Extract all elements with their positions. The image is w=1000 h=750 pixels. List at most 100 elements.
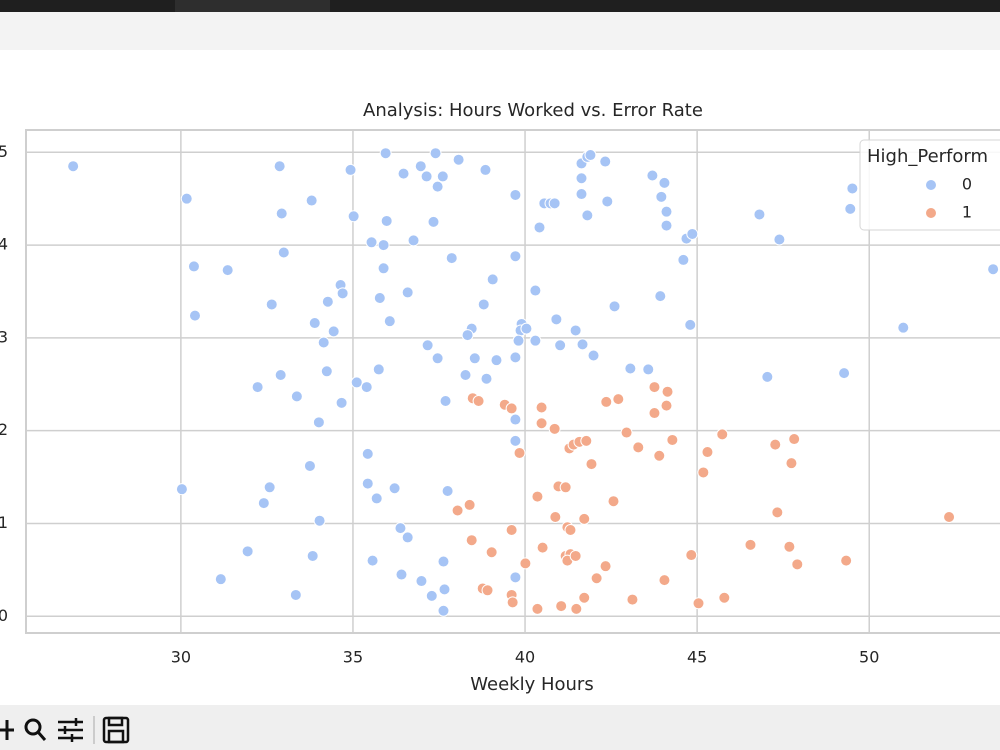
data-point: [438, 583, 451, 596]
data-point: [548, 197, 561, 210]
data-point: [373, 291, 386, 304]
data-point: [599, 155, 612, 168]
data-point: [599, 560, 612, 573]
legend-label: 0: [962, 175, 972, 194]
data-point: [505, 402, 518, 415]
data-point: [431, 180, 444, 193]
data-point: [308, 317, 321, 330]
data-point: [67, 160, 80, 173]
legend-label: 1: [962, 203, 972, 222]
data-point: [401, 531, 414, 544]
data-point: [481, 584, 494, 597]
data-point: [788, 433, 801, 446]
data-point: [273, 160, 286, 173]
data-point: [441, 485, 454, 498]
data-point: [360, 381, 373, 394]
data-point: [555, 600, 568, 613]
data-point: [257, 497, 270, 510]
data-point: [275, 207, 288, 220]
zoom-button[interactable]: [24, 718, 47, 741]
data-point: [509, 250, 522, 263]
data-point: [513, 446, 526, 459]
data-point: [251, 381, 264, 394]
data-point: [531, 490, 544, 503]
data-point: [658, 574, 671, 587]
data-point: [327, 325, 340, 338]
data-point: [716, 428, 729, 441]
data-point: [344, 163, 357, 176]
data-point: [472, 394, 485, 407]
data-point: [506, 596, 519, 609]
data-point: [533, 221, 546, 234]
y-tick-label: 0: [0, 606, 8, 625]
pan-button[interactable]: [0, 720, 14, 740]
x-tick-label: 30: [171, 648, 191, 667]
data-point: [477, 298, 490, 311]
legend-title: High_Perform: [867, 146, 988, 167]
data-point: [370, 492, 383, 505]
data-point: [584, 149, 597, 162]
data-point: [548, 422, 561, 435]
data-point: [395, 568, 408, 581]
data-point: [529, 284, 542, 297]
data-point: [646, 169, 659, 182]
data-point: [660, 399, 673, 412]
data-point: [445, 252, 458, 265]
data-point: [429, 147, 442, 160]
configure-button[interactable]: [58, 718, 83, 742]
data-point: [943, 510, 956, 523]
x-tick-label: 50: [859, 648, 879, 667]
data-point: [661, 385, 674, 398]
data-point: [576, 338, 589, 351]
data-point: [277, 246, 290, 259]
data-point: [451, 504, 464, 517]
data-point: [570, 602, 583, 615]
data-point: [463, 498, 476, 511]
data-point: [575, 172, 588, 185]
save-button[interactable]: [102, 716, 130, 744]
data-point: [773, 233, 786, 246]
data-point: [509, 571, 522, 584]
data-point: [840, 554, 853, 567]
data-point: [655, 190, 668, 203]
data-point: [452, 153, 465, 166]
data-point: [313, 514, 326, 527]
data-point: [365, 236, 378, 249]
data-point: [459, 369, 472, 382]
data-point: [221, 264, 234, 277]
y-tick-label: 2: [0, 420, 8, 439]
data-point: [414, 160, 427, 173]
data-point: [660, 219, 673, 232]
data-point: [372, 363, 385, 376]
data-point: [312, 416, 325, 429]
data-point: [479, 163, 492, 176]
data-point: [175, 483, 188, 496]
data-point: [632, 441, 645, 454]
data-point: [624, 362, 637, 375]
x-tick-label: 40: [515, 648, 535, 667]
data-point: [335, 396, 348, 409]
data-point: [519, 557, 532, 570]
data-point: [658, 176, 671, 189]
data-point: [437, 604, 450, 617]
tab[interactable]: [175, 0, 330, 12]
data-point: [554, 339, 567, 352]
data-point: [535, 401, 548, 414]
data-point: [485, 546, 498, 559]
data-point: [437, 555, 450, 568]
data-point: [569, 324, 582, 337]
data-point: [686, 227, 699, 240]
x-tick-label: 35: [343, 648, 363, 667]
data-point: [388, 482, 401, 495]
data-point: [377, 239, 390, 252]
data-point: [654, 290, 667, 303]
data-point: [648, 407, 661, 420]
x-tick-label: 45: [687, 648, 707, 667]
data-point: [383, 315, 396, 328]
data-point: [666, 433, 679, 446]
data-point: [420, 170, 433, 183]
data-point: [684, 318, 697, 331]
data-point: [305, 194, 318, 207]
data-point: [585, 458, 598, 471]
menu-band: [0, 12, 1000, 50]
